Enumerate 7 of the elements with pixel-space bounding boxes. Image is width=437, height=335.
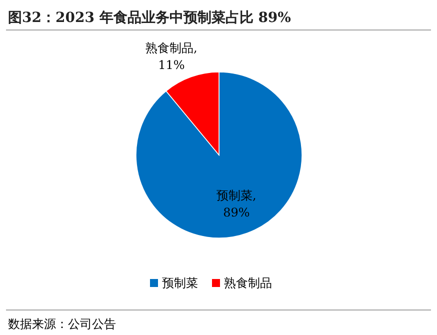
legend-label: 预制菜 — [162, 276, 198, 290]
pie-slice — [136, 72, 302, 238]
legend-label: 熟食制品 — [224, 276, 272, 290]
source-note: 数据来源：公司公告 — [8, 317, 116, 331]
data-label: 预制菜, 89% — [216, 188, 256, 220]
chart-title: 图32：2023 年食品业务中预制菜占比 89% — [8, 10, 291, 26]
data-label: 熟食制品, 11% — [146, 41, 198, 72]
